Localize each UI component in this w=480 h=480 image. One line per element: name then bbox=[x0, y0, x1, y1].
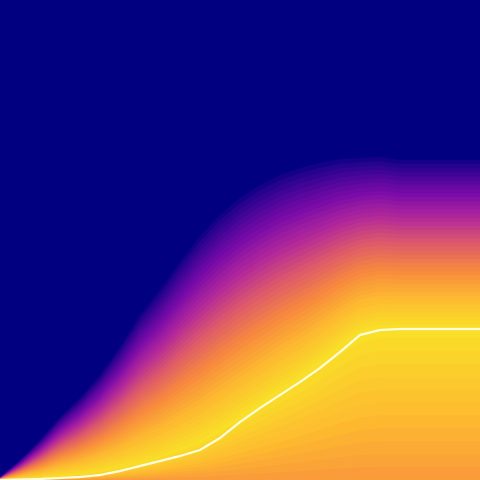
median-line-0 bbox=[0, 327, 480, 480]
density-band-lower bbox=[0, 467, 480, 480]
median-series bbox=[0, 327, 480, 480]
density-bands bbox=[0, 157, 480, 480]
